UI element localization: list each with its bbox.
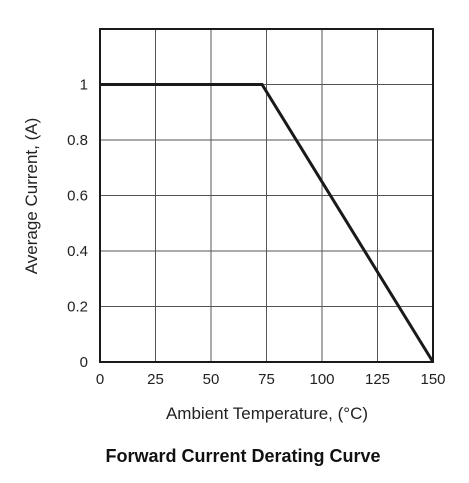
y-tick-label: 0 (80, 354, 88, 371)
x-tick-labels: 0 25 50 75 100 125 150 (96, 371, 446, 388)
x-tick-label: 150 (420, 371, 445, 388)
y-tick-label: 0.2 (67, 299, 88, 316)
x-tick-label: 100 (309, 371, 334, 388)
y-tick-label: 0.8 (67, 132, 88, 149)
x-tick-label: 75 (258, 371, 275, 388)
plot-frame (99, 28, 434, 363)
y-tick-label: 1 (80, 77, 88, 94)
grid-lines (100, 29, 433, 362)
derating-line (100, 83, 435, 363)
x-tick-label: 25 (147, 371, 164, 388)
chart-title: Forward Current Derating Curve (105, 446, 380, 466)
series-layer (100, 83, 435, 363)
y-axis-label: Average Current, (A) (22, 118, 41, 275)
x-tick-label: 125 (365, 371, 390, 388)
y-tick-label: 0.4 (67, 243, 88, 260)
x-tick-label: 50 (203, 371, 220, 388)
x-axis-label: Ambient Temperature, (°C) (166, 404, 368, 423)
y-tick-labels: 0 0.2 0.4 0.6 0.8 1 (67, 77, 88, 372)
x-tick-label: 0 (96, 371, 104, 388)
y-tick-label: 0.6 (67, 188, 88, 205)
